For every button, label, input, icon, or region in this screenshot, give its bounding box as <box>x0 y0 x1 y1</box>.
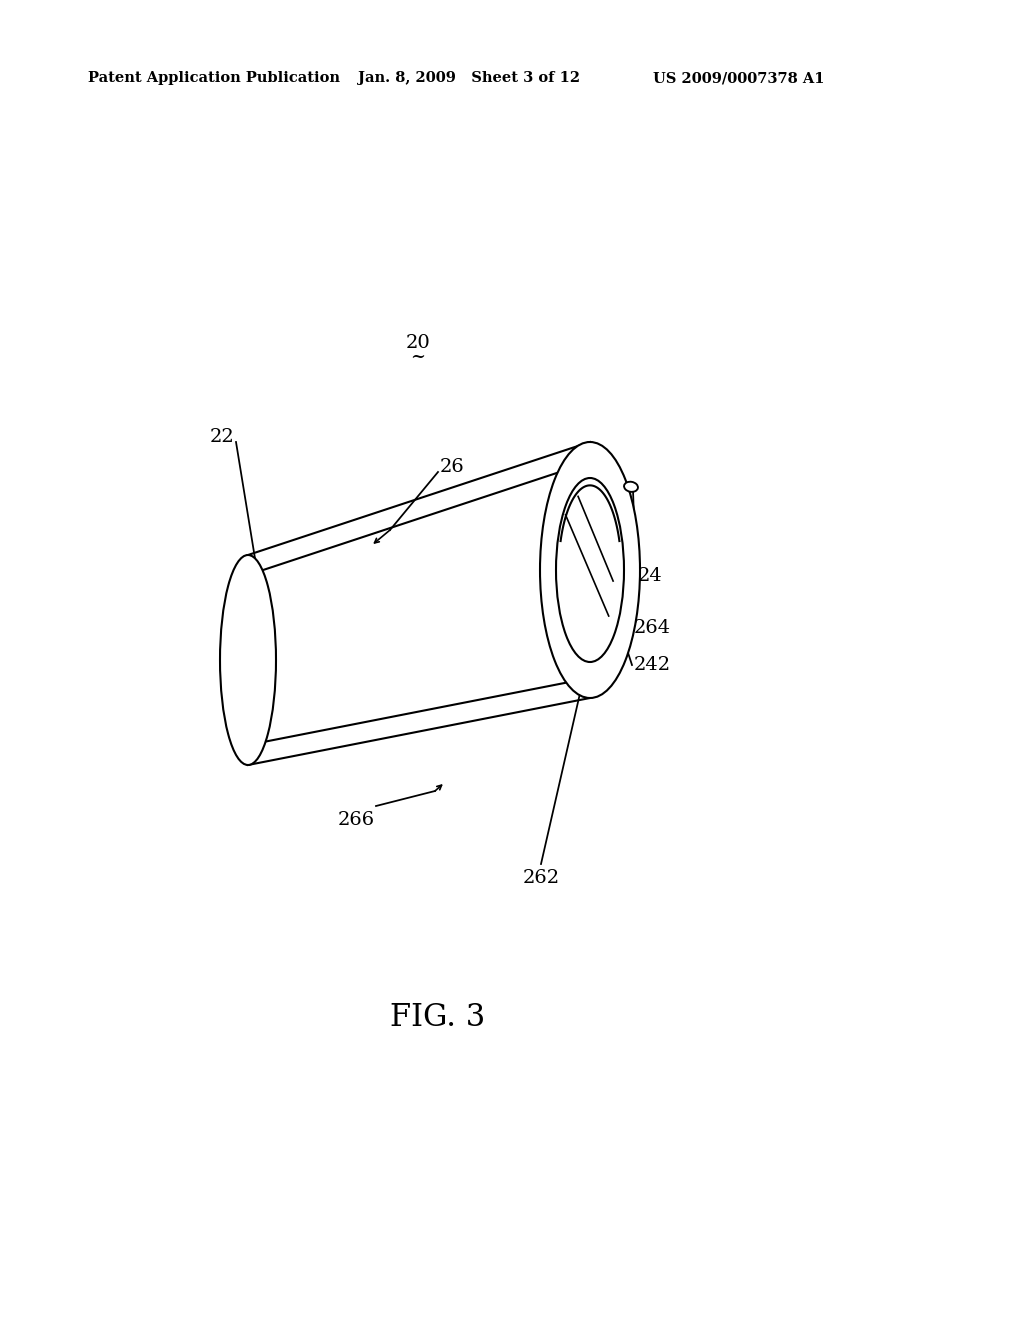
Text: 266: 266 <box>338 810 375 829</box>
Text: US 2009/0007378 A1: US 2009/0007378 A1 <box>653 71 824 84</box>
Text: 242: 242 <box>634 656 671 675</box>
Text: Patent Application Publication: Patent Application Publication <box>88 71 340 84</box>
Text: 22: 22 <box>209 428 234 446</box>
Text: 264: 264 <box>634 619 671 638</box>
Ellipse shape <box>556 478 624 663</box>
Ellipse shape <box>220 554 276 766</box>
Text: ~: ~ <box>411 348 426 366</box>
Ellipse shape <box>540 442 640 698</box>
Text: 20: 20 <box>406 334 430 352</box>
Text: 26: 26 <box>440 458 465 477</box>
Text: FIG. 3: FIG. 3 <box>390 1002 485 1034</box>
Text: Jan. 8, 2009   Sheet 3 of 12: Jan. 8, 2009 Sheet 3 of 12 <box>358 71 581 84</box>
Polygon shape <box>248 442 590 766</box>
Text: 24: 24 <box>638 568 663 585</box>
Ellipse shape <box>624 482 638 492</box>
Text: 262: 262 <box>522 869 559 887</box>
